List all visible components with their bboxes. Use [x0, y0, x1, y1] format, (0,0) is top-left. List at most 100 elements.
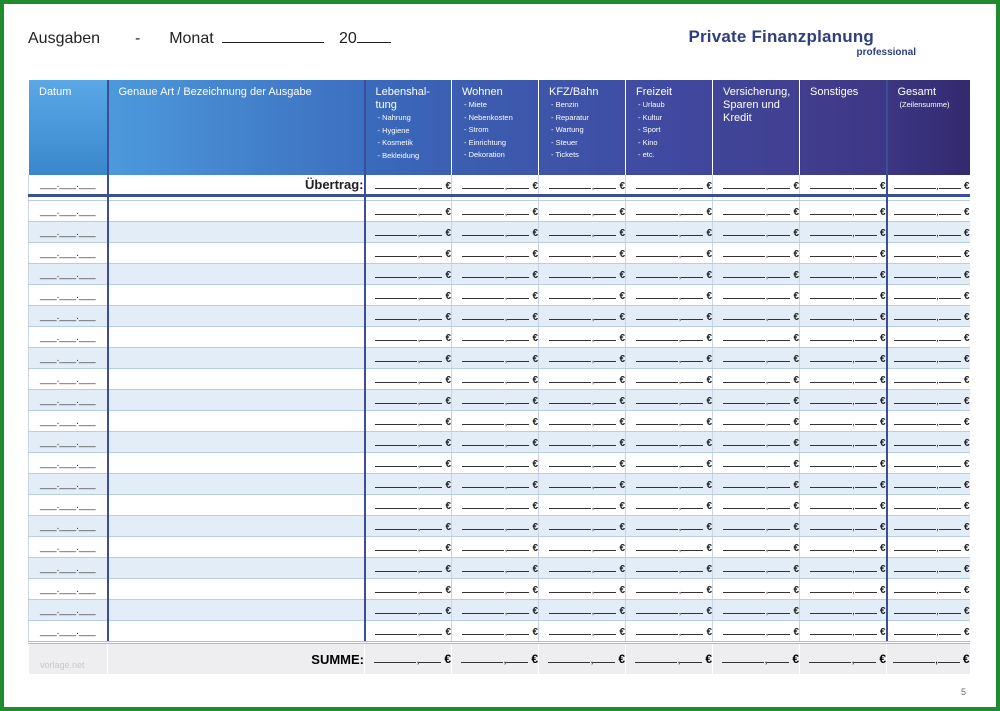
date-field[interactable]: ___.___.___ [28, 305, 108, 327]
amount-field[interactable]: , € [538, 389, 626, 411]
amount-field[interactable]: , € [363, 494, 452, 516]
amount-field[interactable]: , € [625, 221, 713, 243]
amount-field[interactable]: , € [885, 175, 970, 197]
amount-field[interactable]: , € [799, 368, 887, 390]
amount-field[interactable]: , € [799, 536, 887, 558]
amount-field[interactable]: , € [885, 368, 970, 390]
amount-field[interactable]: , € [451, 175, 539, 197]
amount-field[interactable]: , € [538, 431, 626, 453]
amount-field[interactable]: , € [712, 515, 800, 537]
description-field[interactable] [106, 284, 365, 306]
amount-field[interactable]: , € [799, 221, 887, 243]
amount-field[interactable]: , € [799, 242, 887, 264]
amount-field[interactable]: , € [625, 200, 713, 222]
amount-field[interactable]: , € [625, 326, 713, 348]
amount-field[interactable]: , € [885, 557, 970, 579]
amount-field[interactable]: , € [538, 620, 626, 644]
amount-field[interactable]: , € [538, 452, 626, 474]
amount-field[interactable]: , € [538, 347, 626, 369]
amount-field[interactable]: , € [451, 494, 539, 516]
date-field[interactable]: ___.___.___ [28, 557, 108, 579]
amount-field[interactable]: , € [625, 263, 713, 285]
amount-field[interactable]: , € [799, 452, 887, 474]
amount-field[interactable]: , € [885, 326, 970, 348]
amount-field[interactable]: , € [885, 515, 970, 537]
amount-field[interactable]: , € [625, 473, 713, 495]
amount-field[interactable]: , € [885, 200, 970, 222]
amount-field[interactable]: , € [451, 284, 539, 306]
amount-field[interactable]: , € [363, 557, 452, 579]
date-field[interactable]: ___.___.___ [28, 242, 108, 264]
amount-field[interactable]: , € [451, 473, 539, 495]
amount-field[interactable]: , € [712, 536, 800, 558]
date-field[interactable]: ___.___.___ [28, 221, 108, 243]
amount-field[interactable]: , € [885, 452, 970, 474]
amount-field[interactable]: , € [712, 389, 800, 411]
amount-field[interactable]: , € [451, 305, 539, 327]
amount-field[interactable]: , € [712, 242, 800, 264]
amount-field[interactable]: , € [885, 431, 970, 453]
amount-field[interactable]: , € [538, 410, 626, 432]
amount-field[interactable]: , € [363, 175, 452, 197]
amount-field[interactable]: , € [451, 347, 539, 369]
amount-field[interactable]: , € [625, 242, 713, 264]
amount-field[interactable]: , € [363, 599, 452, 621]
description-field[interactable] [106, 515, 365, 537]
amount-field[interactable]: , € [799, 578, 887, 600]
amount-field[interactable]: , € [364, 642, 452, 674]
amount-field[interactable]: , € [799, 389, 887, 411]
amount-field[interactable]: , € [538, 494, 626, 516]
amount-field[interactable]: , € [885, 494, 970, 516]
amount-field[interactable]: , € [451, 515, 539, 537]
amount-field[interactable]: , € [363, 284, 452, 306]
amount-field[interactable]: , € [451, 431, 539, 453]
amount-field[interactable]: , € [712, 557, 800, 579]
amount-field[interactable]: , € [625, 389, 713, 411]
amount-field[interactable]: , € [712, 473, 800, 495]
amount-field[interactable]: , € [363, 410, 452, 432]
amount-field[interactable]: , € [712, 221, 800, 243]
amount-field[interactable]: , € [451, 326, 539, 348]
amount-field[interactable]: , € [799, 284, 887, 306]
amount-field[interactable]: , € [451, 200, 539, 222]
amount-field[interactable]: , € [451, 557, 539, 579]
amount-field[interactable]: , € [451, 578, 539, 600]
amount-field[interactable]: , € [885, 221, 970, 243]
amount-field[interactable]: , € [625, 410, 713, 432]
description-field[interactable] [106, 578, 365, 600]
amount-field[interactable]: , € [625, 284, 713, 306]
month-blank[interactable] [222, 28, 325, 43]
date-field[interactable]: ___.___.___ [28, 473, 108, 495]
amount-field[interactable]: , € [885, 305, 970, 327]
amount-field[interactable]: , € [885, 410, 970, 432]
amount-field[interactable]: , € [799, 515, 887, 537]
amount-field[interactable]: , € [538, 642, 626, 674]
amount-field[interactable]: , € [538, 326, 626, 348]
amount-field[interactable]: , € [799, 326, 887, 348]
amount-field[interactable]: , € [712, 599, 800, 621]
date-field[interactable]: ___.___.___ [28, 452, 108, 474]
description-field[interactable] [106, 620, 365, 644]
description-field[interactable] [106, 473, 365, 495]
description-field[interactable] [106, 263, 365, 285]
amount-field[interactable]: , € [538, 557, 626, 579]
amount-field[interactable]: , € [885, 389, 970, 411]
amount-field[interactable]: , € [451, 221, 539, 243]
amount-field[interactable]: , € [363, 452, 452, 474]
amount-field[interactable]: , € [363, 578, 452, 600]
amount-field[interactable]: , € [885, 347, 970, 369]
date-field[interactable]: ___.___.___ [28, 515, 108, 537]
amount-field[interactable]: , € [799, 410, 887, 432]
amount-field[interactable]: , € [799, 473, 887, 495]
amount-field[interactable]: , € [451, 620, 539, 644]
amount-field[interactable]: , € [625, 431, 713, 453]
amount-field[interactable]: , € [538, 536, 626, 558]
description-field[interactable] [106, 494, 365, 516]
amount-field[interactable]: , € [451, 242, 539, 264]
date-field[interactable]: ___.___.___ [28, 620, 108, 644]
amount-field[interactable]: , € [625, 347, 713, 369]
amount-field[interactable]: , € [363, 389, 452, 411]
amount-field[interactable]: , € [451, 389, 539, 411]
description-field[interactable] [106, 326, 365, 348]
amount-field[interactable]: , € [712, 578, 800, 600]
